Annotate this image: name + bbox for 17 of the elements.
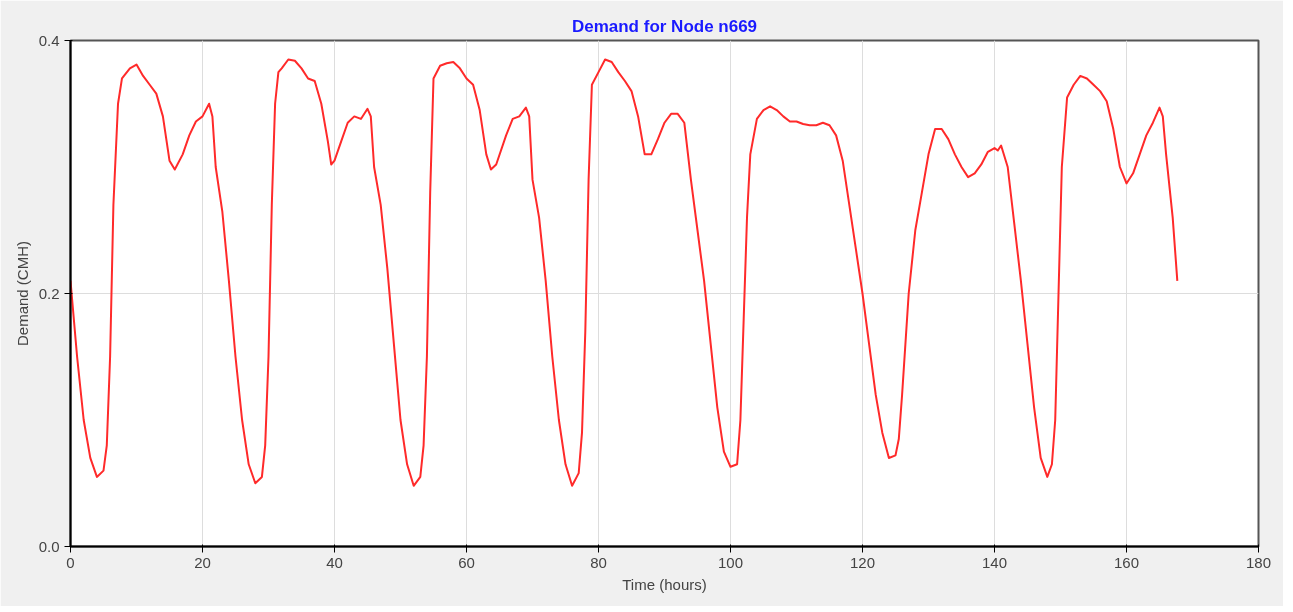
x-tick-label: 160 xyxy=(1113,553,1140,571)
y-tick-label: 0.2 xyxy=(38,284,60,302)
x-tick-label: 20 xyxy=(194,553,211,571)
x-tick-label: 0 xyxy=(66,553,75,571)
y-tick-label: 0.4 xyxy=(38,31,60,49)
y-tick-label: 0.0 xyxy=(38,537,60,555)
x-tick-label: 60 xyxy=(458,553,475,571)
line-series xyxy=(70,58,1179,487)
x-tick-label: 140 xyxy=(981,553,1008,571)
x-tick-label: 120 xyxy=(849,553,876,571)
x-tick-label: 100 xyxy=(717,553,744,571)
chart-title: Demand for Node n669 xyxy=(571,16,758,36)
x-tick-label: 80 xyxy=(590,553,607,571)
y-axis-title: Demand (CMH) xyxy=(13,240,31,347)
x-tick-label: 180 xyxy=(1245,553,1272,571)
x-tick-label: 40 xyxy=(326,553,343,571)
x-axis-title: Time (hours) xyxy=(622,575,707,593)
